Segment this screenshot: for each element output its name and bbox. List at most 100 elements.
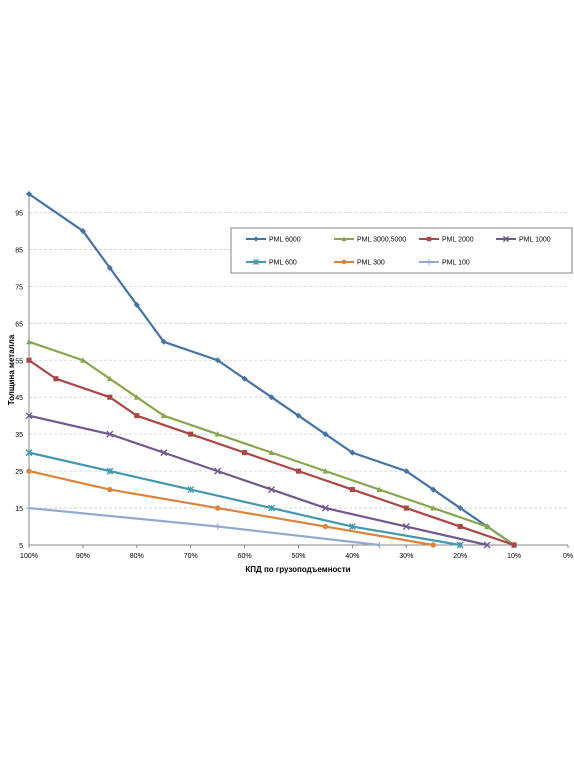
data-point xyxy=(134,413,140,419)
y-tick-labels: 5 15 25 35 45 55 65 75 85 95 xyxy=(15,210,23,550)
data-point xyxy=(341,259,347,265)
series-pml-300 xyxy=(26,468,436,548)
data-point xyxy=(268,394,275,401)
data-point xyxy=(376,542,383,548)
data-point xyxy=(426,236,432,242)
x-axis-label: КПД по грузоподъемности xyxy=(245,565,350,574)
data-point xyxy=(430,542,436,548)
legend-box xyxy=(230,227,573,274)
data-point xyxy=(26,505,32,512)
data-point xyxy=(160,338,167,345)
data-point xyxy=(268,449,275,456)
y-tick-label: 45 xyxy=(15,395,23,402)
legend-item: PML 1000 xyxy=(496,235,551,244)
y-tick-label: 95 xyxy=(15,210,23,217)
data-point xyxy=(322,431,329,438)
data-point xyxy=(214,467,222,475)
data-point xyxy=(106,467,114,475)
legend-label: PML 600 xyxy=(269,260,297,267)
data-point xyxy=(268,504,276,512)
data-point xyxy=(25,412,33,420)
x-tick-label: 60% xyxy=(238,553,252,560)
data-point xyxy=(133,301,140,308)
data-point xyxy=(426,259,432,265)
data-point xyxy=(160,449,168,457)
legend-label: PML 100 xyxy=(442,260,470,267)
series-line xyxy=(28,340,515,546)
data-point xyxy=(214,357,221,364)
data-point xyxy=(242,450,248,456)
data-point xyxy=(214,505,221,511)
x-tick-label: 20% xyxy=(453,553,467,560)
data-point xyxy=(502,235,510,243)
data-point xyxy=(457,523,463,530)
data-point xyxy=(348,523,356,530)
data-point xyxy=(295,412,302,419)
x-tick-label: 0% xyxy=(563,553,573,560)
series-pml-3000-5000 xyxy=(26,338,518,548)
data-point xyxy=(107,394,113,400)
data-point xyxy=(214,431,221,437)
data-point xyxy=(26,468,32,474)
x-tick-label: 30% xyxy=(399,553,413,560)
legend-label: PML 3000,5000 xyxy=(357,237,406,244)
data-point xyxy=(26,357,32,363)
y-tick-label: 5 xyxy=(19,543,23,550)
data-point xyxy=(133,394,140,400)
data-point xyxy=(107,486,113,493)
series-line xyxy=(28,414,488,547)
x-tick-label: 100% xyxy=(20,553,38,560)
y-tick-label: 15 xyxy=(15,506,23,513)
data-point xyxy=(430,505,437,511)
data-point xyxy=(241,375,248,382)
y-tick-label: 55 xyxy=(15,358,23,365)
data-point xyxy=(403,468,410,475)
series-group xyxy=(25,191,518,549)
data-point xyxy=(403,505,409,511)
data-point xyxy=(160,412,167,419)
data-point xyxy=(484,523,491,529)
data-point xyxy=(322,523,329,530)
y-axis-label: Толщина металла xyxy=(7,334,16,405)
y-tick-label: 75 xyxy=(15,284,23,291)
legend-label: PML 2000 xyxy=(442,237,474,244)
data-point xyxy=(26,191,32,197)
x-tick-label: 40% xyxy=(345,553,359,560)
x-tick-label: 80% xyxy=(130,553,144,560)
x-tick-labels: 100% 90% 80% 70% 60% 50% 40% 30% 20% 10% 0% xyxy=(20,545,573,560)
data-point xyxy=(214,523,221,530)
data-point xyxy=(79,227,86,234)
data-point xyxy=(187,486,195,494)
data-point xyxy=(322,468,329,474)
data-point xyxy=(511,542,517,548)
y-tick-label: 25 xyxy=(15,469,23,476)
series-line xyxy=(28,193,515,546)
legend-item: PML 3000,5000 xyxy=(334,236,406,244)
data-point xyxy=(457,505,464,512)
y-tick-label: 85 xyxy=(15,247,23,254)
data-point xyxy=(295,468,302,474)
series-pml-100 xyxy=(26,505,383,548)
legend-label: PML 300 xyxy=(357,260,385,267)
legend-label: PML 1000 xyxy=(519,237,551,244)
x-tick-label: 50% xyxy=(291,553,305,560)
data-point xyxy=(430,486,437,493)
legend-label: PML 6000 xyxy=(269,237,301,244)
series-pml-600 xyxy=(25,449,464,549)
x-tick-label: 90% xyxy=(76,553,90,560)
series-pml-6000 xyxy=(26,191,518,548)
y-tick-label: 65 xyxy=(15,321,23,328)
data-point xyxy=(376,486,383,492)
data-point xyxy=(79,357,86,363)
legend: PML 6000 PML 3000,5000 PML 2000 PML 1000 PML… xyxy=(230,227,573,274)
data-point xyxy=(252,258,260,266)
data-point xyxy=(106,264,113,271)
data-point xyxy=(483,541,491,549)
data-point xyxy=(53,376,59,382)
data-point xyxy=(268,486,276,494)
legend-item: PML 600 xyxy=(246,258,297,267)
data-point xyxy=(253,236,259,242)
data-point xyxy=(456,541,464,549)
data-point xyxy=(25,449,33,457)
